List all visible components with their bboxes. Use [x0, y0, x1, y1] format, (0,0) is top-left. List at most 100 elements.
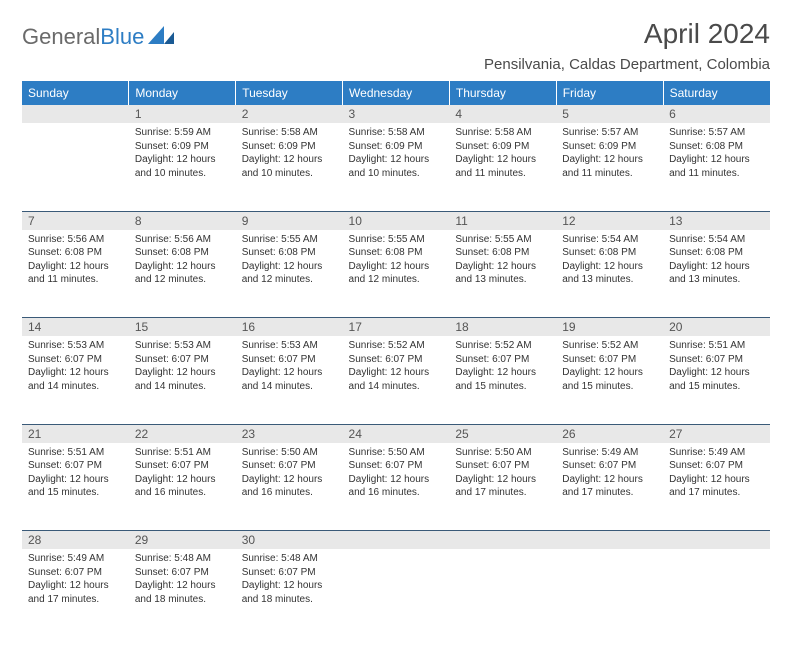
- day-detail: Sunrise: 5:53 AMSunset: 6:07 PMDaylight:…: [22, 336, 129, 396]
- day-number-cell: 30: [236, 531, 343, 550]
- day-cell: [343, 549, 450, 637]
- day-detail: Sunrise: 5:57 AMSunset: 6:08 PMDaylight:…: [663, 123, 770, 183]
- sunrise-line: Sunrise: 5:55 AM: [242, 233, 337, 247]
- day-number-cell: 20: [663, 318, 770, 337]
- day-number-row: 123456: [22, 105, 770, 123]
- sunrise-line: Sunrise: 5:55 AM: [349, 233, 444, 247]
- logo-text-general: General: [22, 24, 100, 50]
- calendar-page: GeneralBlue April 2024 Pensilvania, Cald…: [0, 0, 792, 647]
- day-number-row: 78910111213: [22, 211, 770, 230]
- day-cell: Sunrise: 5:48 AMSunset: 6:07 PMDaylight:…: [236, 549, 343, 637]
- sunrise-line: Sunrise: 5:52 AM: [562, 339, 657, 353]
- sunrise-line: Sunrise: 5:57 AM: [669, 126, 764, 140]
- daylight-line: Daylight: 12 hours and 14 minutes.: [242, 366, 337, 393]
- weekday-header: Sunday: [22, 81, 129, 105]
- day-number-cell: 18: [449, 318, 556, 337]
- sunrise-line: Sunrise: 5:53 AM: [242, 339, 337, 353]
- sunset-line: Sunset: 6:07 PM: [135, 566, 230, 580]
- day-number-cell: 16: [236, 318, 343, 337]
- sunset-line: Sunset: 6:08 PM: [242, 246, 337, 260]
- day-detail: Sunrise: 5:51 AMSunset: 6:07 PMDaylight:…: [22, 443, 129, 503]
- daylight-line: Daylight: 12 hours and 18 minutes.: [242, 579, 337, 606]
- sunrise-line: Sunrise: 5:54 AM: [562, 233, 657, 247]
- calendar-body: 123456Sunrise: 5:59 AMSunset: 6:09 PMDay…: [22, 105, 770, 637]
- day-cell: Sunrise: 5:49 AMSunset: 6:07 PMDaylight:…: [663, 443, 770, 531]
- day-cell: Sunrise: 5:55 AMSunset: 6:08 PMDaylight:…: [343, 230, 450, 318]
- day-number-cell: 6: [663, 105, 770, 123]
- sunset-line: Sunset: 6:07 PM: [669, 459, 764, 473]
- day-detail: Sunrise: 5:48 AMSunset: 6:07 PMDaylight:…: [129, 549, 236, 609]
- day-content-row: Sunrise: 5:53 AM Sunset: 6:07 PM Daylight:…: [22, 336, 770, 424]
- day-cell: Sunrise: 5:49 AMSunset: 6:07 PMDaylight:…: [556, 443, 663, 531]
- day-detail: Sunrise: 5:58 AMSunset: 6:09 PMDaylight:…: [449, 123, 556, 183]
- weekday-header: Friday: [556, 81, 663, 105]
- day-number-cell: [343, 531, 450, 550]
- sunset-line: Sunset: 6:07 PM: [28, 566, 123, 580]
- sunset-line: Sunset: 6:07 PM: [28, 353, 123, 367]
- sunset-line: Sunset: 6:07 PM: [242, 566, 337, 580]
- daylight-line: Daylight: 12 hours and 11 minutes.: [562, 153, 657, 180]
- day-number-cell: [556, 531, 663, 550]
- sunset-line: Sunset: 6:09 PM: [242, 140, 337, 154]
- daylight-line: Daylight: 12 hours and 13 minutes.: [455, 260, 550, 287]
- sunrise-line: Sunrise: 5:48 AM: [135, 552, 230, 566]
- month-title: April 2024: [484, 18, 770, 50]
- daylight-line: Daylight: 12 hours and 12 minutes.: [135, 260, 230, 287]
- day-number-cell: 11: [449, 211, 556, 230]
- brand-logo: GeneralBlue: [22, 18, 174, 50]
- sunset-line: Sunset: 6:08 PM: [349, 246, 444, 260]
- daylight-line: Daylight: 12 hours and 11 minutes.: [669, 153, 764, 180]
- sunrise-line: Sunrise: 5:59 AM: [135, 126, 230, 140]
- day-number-cell: 28: [22, 531, 129, 550]
- day-number-cell: 29: [129, 531, 236, 550]
- day-number-cell: 14: [22, 318, 129, 337]
- day-number-cell: 10: [343, 211, 450, 230]
- day-number-cell: [663, 531, 770, 550]
- sunset-line: Sunset: 6:08 PM: [455, 246, 550, 260]
- day-cell: Sunrise: 5:53 AMSunset: 6:07 PMDaylight:…: [236, 336, 343, 424]
- day-cell: Sunrise: 5:54 AMSunset: 6:08 PMDaylight:…: [663, 230, 770, 318]
- day-number-cell: 27: [663, 424, 770, 443]
- day-number-cell: 22: [129, 424, 236, 443]
- daylight-line: Daylight: 12 hours and 17 minutes.: [669, 473, 764, 500]
- day-cell: Sunrise: 5:51 AMSunset: 6:07 PMDaylight:…: [663, 336, 770, 424]
- day-detail: Sunrise: 5:54 AMSunset: 6:08 PMDaylight:…: [663, 230, 770, 290]
- day-detail: Sunrise: 5:52 AMSunset: 6:07 PMDaylight:…: [449, 336, 556, 396]
- day-cell: Sunrise: 5:50 AMSunset: 6:07 PMDaylight:…: [343, 443, 450, 531]
- daylight-line: Daylight: 12 hours and 16 minutes.: [242, 473, 337, 500]
- daylight-line: Daylight: 12 hours and 11 minutes.: [28, 260, 123, 287]
- daylight-line: Daylight: 12 hours and 12 minutes.: [242, 260, 337, 287]
- sunrise-line: Sunrise: 5:57 AM: [562, 126, 657, 140]
- sunrise-line: Sunrise: 5:51 AM: [28, 446, 123, 460]
- logo-triangle-icon: [148, 24, 174, 50]
- day-cell: Sunrise: 5:57 AMSunset: 6:09 PMDaylight:…: [556, 123, 663, 211]
- day-cell: Sunrise: 5:58 AMSunset: 6:09 PMDaylight:…: [236, 123, 343, 211]
- day-number-cell: [449, 531, 556, 550]
- day-cell: Sunrise: 5:54 AMSunset: 6:08 PMDaylight:…: [556, 230, 663, 318]
- daylight-line: Daylight: 12 hours and 10 minutes.: [242, 153, 337, 180]
- daylight-line: Daylight: 12 hours and 17 minutes.: [455, 473, 550, 500]
- day-cell: Sunrise: 5:50 AMSunset: 6:07 PMDaylight:…: [236, 443, 343, 531]
- day-cell: Sunrise: 5:53 AMSunset: 6:07 PMDaylight:…: [129, 336, 236, 424]
- sunrise-line: Sunrise: 5:58 AM: [349, 126, 444, 140]
- logo-text-blue: Blue: [100, 24, 144, 50]
- day-number-cell: 1: [129, 105, 236, 123]
- day-number-cell: 25: [449, 424, 556, 443]
- day-cell: Sunrise: 5:51 AMSunset: 6:07 PMDaylight:…: [129, 443, 236, 531]
- day-detail: Sunrise: 5:51 AMSunset: 6:07 PMDaylight:…: [129, 443, 236, 503]
- sunrise-line: Sunrise: 5:49 AM: [669, 446, 764, 460]
- day-content-row: Sunrise: 5:59 AMSunset: 6:09 PMDaylight:…: [22, 123, 770, 211]
- day-cell: Sunrise: 5:53 AMSunset: 6:07 PMDaylight:…: [22, 336, 129, 424]
- title-block: April 2024 Pensilvania, Caldas Departmen…: [484, 18, 770, 73]
- sunrise-line: Sunrise: 5:55 AM: [455, 233, 550, 247]
- sunset-line: Sunset: 6:07 PM: [349, 459, 444, 473]
- sunrise-line: Sunrise: 5:49 AM: [562, 446, 657, 460]
- sunrise-line: Sunrise: 5:53 AM: [135, 339, 230, 353]
- day-detail: Sunrise: 5:50 AMSunset: 6:07 PMDaylight:…: [343, 443, 450, 503]
- sunset-line: Sunset: 6:07 PM: [455, 459, 550, 473]
- location-subtitle: Pensilvania, Caldas Department, Colombia: [484, 56, 770, 73]
- day-cell: Sunrise: 5:52 AMSunset: 6:07 PMDaylight:…: [556, 336, 663, 424]
- day-number-cell: 9: [236, 211, 343, 230]
- sunrise-line: Sunrise: 5:54 AM: [669, 233, 764, 247]
- day-cell: Sunrise: 5:55 AMSunset: 6:08 PMDaylight:…: [236, 230, 343, 318]
